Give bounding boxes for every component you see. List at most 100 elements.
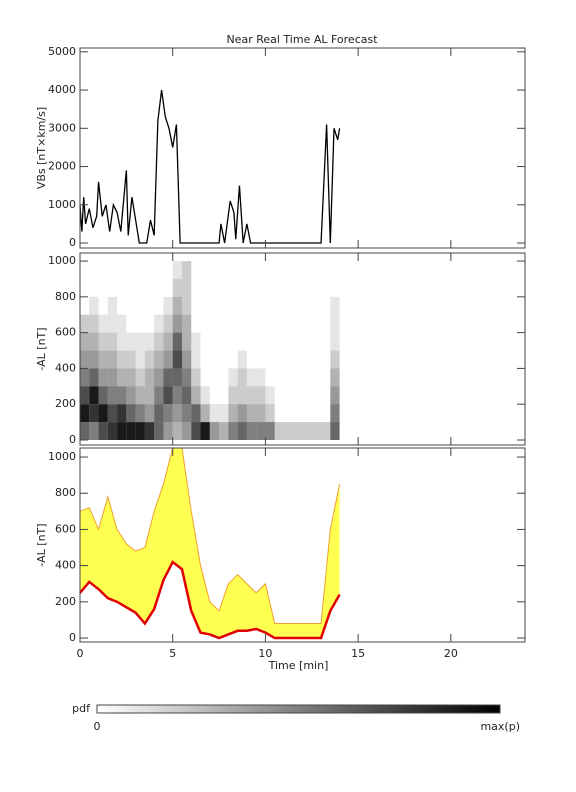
pdf-cell <box>191 315 200 333</box>
pdf-cell <box>293 422 303 440</box>
pdf-cell <box>89 350 99 369</box>
pdf-cell <box>228 404 238 423</box>
pdf-cell <box>219 422 229 440</box>
pdf-cell <box>265 333 274 351</box>
pdf-cell <box>256 261 265 279</box>
pdf-cell <box>181 386 192 405</box>
pdf-cell <box>293 315 302 333</box>
pdf-cell <box>219 386 228 404</box>
pdf-cell <box>284 297 293 315</box>
pdf-cell <box>303 386 312 404</box>
pdf-cell <box>246 368 257 387</box>
pdf-cell <box>135 386 145 405</box>
pdf-cell <box>135 350 145 369</box>
pdf-cell <box>154 404 164 423</box>
pdf-cell <box>330 386 340 405</box>
pdf-cell <box>201 297 210 315</box>
pdf-cell <box>210 261 219 279</box>
pdf-cell <box>117 332 127 351</box>
pdf-cell <box>303 404 312 422</box>
pdf-cell <box>284 404 293 422</box>
pdf-cell <box>181 404 192 423</box>
pdf-cell <box>219 351 228 369</box>
pdf-cell <box>330 314 340 333</box>
pdf-cell <box>275 404 284 422</box>
colorbar <box>96 704 501 714</box>
pdf-cell <box>98 314 108 333</box>
pdf-cell <box>80 261 89 279</box>
pdf-cell <box>80 279 89 297</box>
pdf-cell <box>256 315 265 333</box>
pdf-cell <box>265 368 274 386</box>
pdf-cell <box>237 386 247 405</box>
x-tick-label: 10 <box>258 647 272 660</box>
y-tick-label: 1000 <box>48 198 76 211</box>
pdf-cell <box>163 279 172 297</box>
pdf-cell <box>191 350 201 369</box>
pdf-cell <box>210 351 219 369</box>
pdf-cell <box>256 404 266 423</box>
pdf-cell <box>284 279 293 297</box>
pdf-cell <box>191 368 201 387</box>
pdf-cell <box>172 296 182 315</box>
pdf-cell <box>247 261 256 279</box>
y-tick-label: 0 <box>69 236 76 249</box>
pdf-cell <box>330 404 340 423</box>
pdf-cell <box>126 261 135 279</box>
pdf-cell <box>256 279 265 297</box>
pdf-cell <box>181 261 192 279</box>
y-axis-label: -AL [nT] <box>35 327 48 370</box>
pdf-cell <box>228 333 237 351</box>
pdf-cell <box>219 315 228 333</box>
pdf-cell <box>321 333 330 351</box>
pdf-cell <box>200 386 210 405</box>
pdf-cell <box>330 422 340 440</box>
pdf-cell <box>89 296 99 315</box>
pdf-cell <box>117 404 127 423</box>
pdf-cell <box>200 422 210 440</box>
pdf-cell <box>99 297 108 315</box>
pdf-cell <box>303 279 312 297</box>
pdf-cell <box>145 297 154 315</box>
pdf-cell <box>108 279 117 297</box>
pdf-cell <box>154 261 163 279</box>
pdf-cell <box>98 350 108 369</box>
pdf-cell <box>191 386 201 405</box>
colorbar-max: max(p) <box>480 720 520 733</box>
pdf-cell <box>330 332 340 351</box>
pdf-cell <box>256 368 266 387</box>
pdf-cell <box>302 422 312 440</box>
pdf-cell <box>80 332 90 351</box>
pdf-cell <box>89 368 99 387</box>
pdf-cell <box>247 279 256 297</box>
pdf-cell <box>210 333 219 351</box>
pdf-cell <box>303 315 312 333</box>
pdf-cell <box>256 386 266 405</box>
pdf-cell <box>181 296 192 315</box>
pdf-cell <box>219 404 229 423</box>
pdf-cell <box>293 279 302 297</box>
pdf-cell <box>191 261 200 279</box>
pdf-cell <box>135 332 145 351</box>
pdf-cell <box>293 404 302 422</box>
pdf-cell <box>265 422 275 440</box>
pdf-cell <box>163 368 173 387</box>
x-axis-label: Time [min] <box>268 659 329 672</box>
pdf-cell <box>275 279 284 297</box>
pdf-cell <box>312 368 321 386</box>
pdf-cell <box>293 368 302 386</box>
x-tick-label: 15 <box>351 647 365 660</box>
pdf-cell <box>181 332 192 351</box>
pdf-cell <box>89 332 99 351</box>
pdf-cell <box>107 404 118 423</box>
pdf-cell <box>181 278 192 297</box>
pdf-cell <box>89 404 99 423</box>
pdf-cell <box>238 315 247 333</box>
pdf-cell <box>107 296 118 315</box>
pdf-cell <box>256 351 265 369</box>
pdf-cell <box>228 386 238 405</box>
pdf-cell <box>284 386 293 404</box>
pdf-cell <box>321 386 330 404</box>
pdf-cell <box>237 404 247 423</box>
